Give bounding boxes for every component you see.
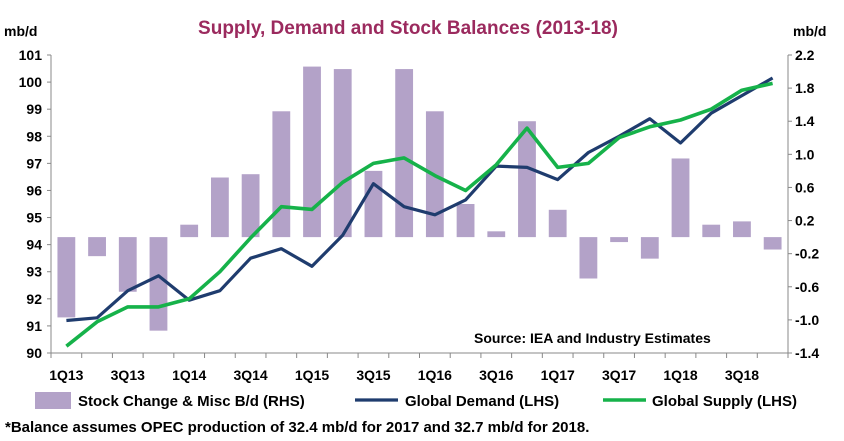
stock-change-bar-2Q15 (333, 69, 352, 238)
right-tick-label: -1.4 (795, 345, 819, 361)
x-tick-label: 1Q14 (172, 367, 206, 383)
stock-change-bar-1Q17 (548, 209, 567, 238)
x-tick-label: 1Q15 (295, 367, 329, 383)
right-tick-label: 1.4 (795, 113, 815, 129)
left-tick-label: 101 (19, 47, 43, 63)
left-tick-label: 92 (26, 291, 42, 307)
stock-change-bar-2Q17 (579, 237, 598, 279)
left-tick-label: 94 (26, 237, 42, 253)
right-axis-ticks: -1.4 -1.0 -0.6 -0.2 0.2 0.6 1.0 1.4 1.8 2.2 (788, 47, 819, 361)
right-tick-label: 0.2 (795, 213, 815, 229)
legend-label-demand: Global Demand (LHS) (405, 393, 559, 410)
stock-change-bar-3Q15 (364, 170, 383, 238)
legend-label-supply: Global Supply (LHS) (652, 393, 797, 410)
left-tick-label: 99 (26, 101, 42, 117)
global-supply-line (65, 81, 773, 348)
right-tick-label: -1.0 (795, 312, 819, 328)
stock-change-bar-1Q15 (303, 66, 321, 238)
stock-change-bar-3Q17 (610, 237, 629, 243)
stock-change-bar-3Q13 (118, 237, 137, 292)
stock-change-bar-4Q14 (272, 111, 291, 238)
stock-change-bar-1Q13 (57, 237, 76, 318)
stock-change-bar-4Q18 (763, 237, 782, 250)
chart-title: Supply, Demand and Stock Balances (2013-… (198, 18, 618, 39)
right-tick-label: 1.8 (795, 80, 815, 96)
stock-change-bar-4Q13 (149, 237, 168, 331)
stock-change-bar-4Q16 (518, 121, 536, 238)
right-tick-label: 0.6 (795, 179, 815, 195)
stock-change-bar-2Q14 (210, 177, 229, 238)
footnote: *Balance assumes OPEC production of 32.4… (5, 419, 589, 436)
stock-change-bar-1Q18 (671, 158, 690, 238)
x-tick-label: 3Q13 (111, 367, 145, 383)
left-axis-ticks: 90 91 92 93 94 95 96 97 98 99 100 101 (19, 47, 51, 361)
stock-change-bar-4Q15 (395, 69, 414, 238)
stock-change-bars (57, 66, 782, 331)
x-tick-label: 1Q16 (418, 367, 452, 383)
left-tick-label: 96 (26, 182, 42, 198)
left-tick-label: 97 (26, 155, 42, 171)
x-axis-ticks: 1Q13 3Q13 1Q14 3Q14 1Q15 3Q15 1Q16 3Q16 1Q17 3Q17… (49, 353, 789, 383)
x-tick-label: 3Q16 (479, 367, 513, 383)
x-tick-label: 3Q14 (233, 367, 267, 383)
left-tick-label: 93 (26, 264, 42, 280)
right-tick-label: -0.6 (795, 279, 819, 295)
stock-change-bar-2Q13 (88, 237, 106, 257)
left-tick-label: 100 (19, 74, 43, 90)
stock-change-bar-2Q18 (702, 224, 721, 238)
stock-change-bar-3Q14 (241, 174, 260, 238)
left-tick-label: 95 (26, 210, 42, 226)
left-tick-label: 90 (26, 345, 42, 361)
global-demand-line (66, 76, 774, 323)
legend: Stock Change & Misc B/d (RHS) Global Dem… (35, 392, 797, 410)
x-tick-label: 3Q15 (356, 367, 390, 383)
x-tick-label: 1Q13 (49, 367, 83, 383)
left-axis-unit: mb/d (4, 23, 37, 39)
right-axis-unit: mb/d (793, 23, 826, 39)
left-tick-label: 91 (26, 318, 42, 334)
x-tick-label: 1Q17 (541, 367, 575, 383)
x-tick-label: 1Q18 (663, 367, 697, 383)
right-tick-label: -0.2 (795, 246, 819, 262)
right-tick-label: 1.0 (795, 146, 815, 162)
x-tick-label: 3Q18 (725, 367, 759, 383)
stock-change-bar-2Q16 (456, 204, 475, 238)
stock-change-bar-4Q17 (640, 237, 659, 259)
x-tick-label: 3Q17 (602, 367, 636, 383)
stock-change-bar-3Q16 (487, 231, 506, 238)
stock-change-bar-1Q14 (180, 224, 199, 238)
right-tick-label: 2.2 (795, 47, 815, 63)
stock-change-bar-3Q18 (733, 221, 751, 238)
legend-label-stock-change: Stock Change & Misc B/d (RHS) (78, 393, 305, 410)
source-note: Source: IEA and Industry Estimates (474, 330, 711, 346)
legend-swatch-stock-change (35, 392, 71, 409)
left-tick-label: 98 (26, 128, 42, 144)
